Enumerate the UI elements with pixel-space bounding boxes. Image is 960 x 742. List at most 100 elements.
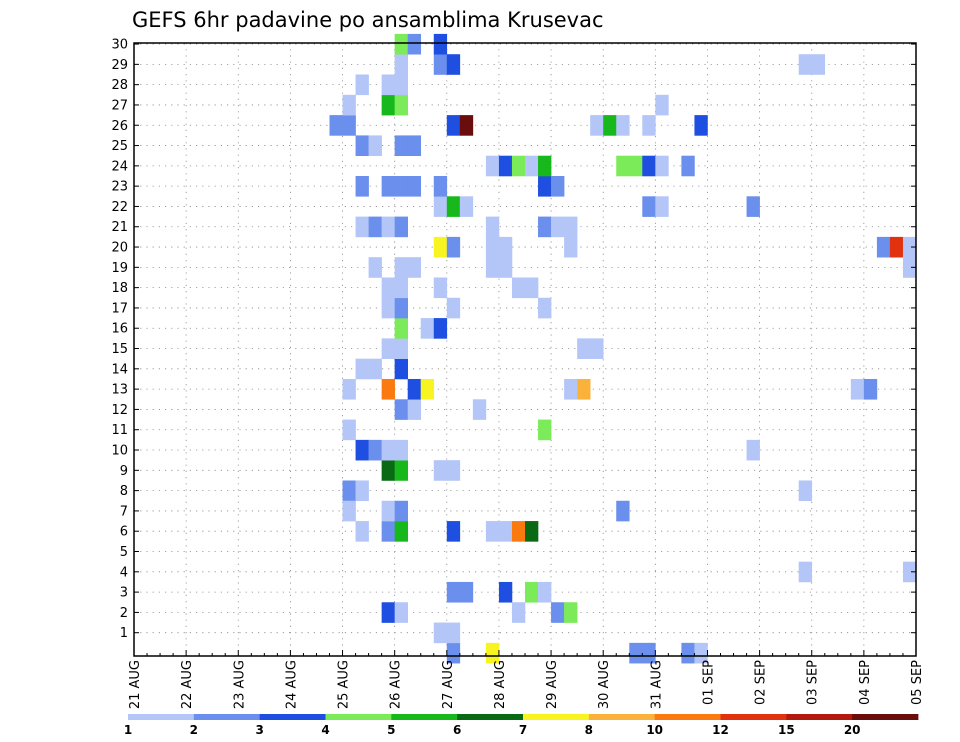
y-tick-label: 5 (120, 545, 128, 560)
precip-cell (446, 297, 461, 319)
precip-cell (394, 216, 408, 238)
precip-cell (538, 175, 552, 197)
legend-label: 4 (321, 723, 329, 737)
precip-cell (342, 378, 356, 400)
precip-cell (564, 236, 578, 258)
precip-cell (446, 581, 461, 603)
precip-cell (355, 135, 369, 156)
precip-cell (355, 439, 369, 461)
precip-cell (381, 216, 395, 238)
precip-cell (342, 480, 356, 502)
y-tick-label: 10 (111, 444, 128, 459)
precip-cell (564, 216, 578, 238)
legend-swatch (720, 714, 787, 720)
precip-cell (394, 277, 408, 299)
precip-cell (863, 378, 878, 400)
y-tick-label: 7 (120, 504, 128, 519)
y-tick-label: 28 (111, 78, 128, 93)
precip-cell (551, 216, 565, 238)
precip-cell (498, 521, 513, 542)
precip-cell (446, 196, 461, 217)
precip-cell (381, 338, 395, 359)
precip-cell (485, 257, 500, 278)
legend-swatch (523, 714, 590, 720)
precip-cell (511, 277, 526, 299)
precip-cell (459, 115, 474, 136)
legend-swatch (457, 714, 524, 720)
legend-swatch (588, 714, 656, 720)
precip-cell (355, 175, 369, 197)
precip-cell (394, 338, 408, 359)
precip-cell (603, 115, 617, 136)
y-tick-label: 25 (111, 139, 128, 154)
legend-swatch (654, 714, 721, 720)
precip-cell (394, 175, 408, 197)
precip-cell (394, 602, 408, 623)
precip-cell (577, 378, 591, 400)
precip-cell (642, 642, 656, 664)
precip-cell (629, 642, 643, 664)
precip-cell (381, 74, 395, 96)
legend-swatch (325, 714, 392, 720)
precip-cell (616, 115, 630, 136)
y-tick-label: 2 (120, 606, 128, 621)
x-tick-label: 23 AUG (232, 660, 247, 709)
legend-label: 3 (255, 723, 263, 737)
precip-cell (694, 642, 708, 664)
y-tick-label: 21 (111, 220, 128, 235)
y-tick-label: 6 (120, 525, 128, 540)
y-axis: 1234567891011121314151617181920212223242… (111, 38, 916, 641)
precip-cell (902, 561, 917, 583)
y-tick-label: 16 (111, 322, 128, 337)
precip-cell (616, 500, 630, 522)
precip-cell (381, 94, 395, 116)
precip-cell (498, 581, 513, 603)
precip-cell (642, 115, 656, 136)
precip-cell (355, 480, 369, 502)
precip-cell (902, 236, 917, 258)
precip-cell (746, 439, 760, 461)
precip-cells (329, 33, 917, 664)
precip-cell (681, 155, 695, 177)
precip-cell (342, 419, 356, 441)
y-tick-label: 30 (111, 38, 128, 53)
y-tick-label: 15 (111, 342, 128, 357)
precip-cell (655, 155, 669, 177)
precip-cell (342, 500, 356, 522)
x-tick-label: 28 AUG (493, 660, 508, 709)
precip-cell (798, 480, 813, 502)
precip-cell (381, 277, 395, 299)
chart-title: GEFS 6hr padavine po ansamblima Krusevac (132, 8, 604, 32)
precip-cell (394, 358, 408, 380)
precip-cell (394, 399, 408, 420)
y-tick-label: 18 (111, 281, 128, 296)
y-tick-label: 1 (120, 626, 128, 641)
precip-cell (394, 94, 408, 116)
precip-cell (798, 54, 813, 75)
legend-label: 20 (844, 723, 861, 737)
precip-cell (407, 33, 422, 55)
y-tick-label: 12 (111, 403, 128, 418)
legend-label: 12 (712, 723, 729, 737)
precip-cell (368, 439, 382, 461)
precip-cell (538, 581, 552, 603)
y-tick-label: 19 (111, 261, 128, 276)
precip-cell (381, 439, 395, 461)
y-tick-label: 13 (111, 383, 128, 398)
precip-cell (551, 602, 565, 623)
precip-cell (381, 175, 395, 197)
precip-cell (525, 277, 539, 299)
precip-cell (446, 460, 461, 481)
y-tick-label: 3 (120, 586, 128, 601)
precip-cell (446, 236, 461, 258)
x-tick-label: 04 SEP (858, 660, 873, 705)
x-tick-label: 30 AUG (597, 660, 612, 709)
precip-cell (433, 175, 448, 197)
x-tick-label: 29 AUG (545, 660, 560, 709)
precip-cell (446, 622, 461, 644)
legend-label: 15 (778, 723, 795, 737)
precip-cell (538, 297, 552, 319)
precip-cell (355, 216, 369, 238)
x-tick-label: 31 AUG (649, 660, 664, 709)
